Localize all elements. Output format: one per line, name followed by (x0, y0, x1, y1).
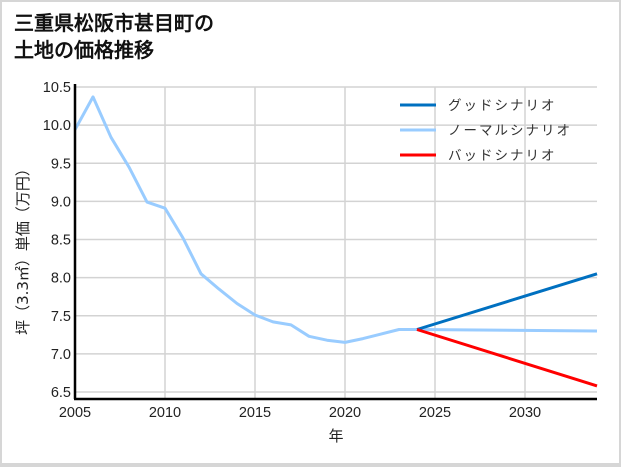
legend-label: バッドシナリオ (448, 148, 557, 164)
legend-item: グッドシナリオ (400, 98, 557, 114)
y-tick-label: 10.0 (43, 118, 71, 134)
legend-label: グッドシナリオ (448, 98, 557, 114)
y-tick-label: 7.5 (51, 309, 71, 325)
axes (73, 84, 597, 401)
x-tick-label: 2020 (329, 405, 361, 421)
chart-title-line1: 三重県松阪市甚目町の (14, 11, 214, 35)
x-tick-label: 2025 (419, 405, 451, 421)
y-tick-labels: 6.5 7.0 7.5 8.0 8.5 9.0 9.5 10.0 10.5 (43, 80, 71, 401)
x-tick-label: 2005 (59, 405, 91, 421)
y-tick-label: 6.5 (51, 385, 71, 401)
series-line (416, 272, 598, 331)
x-tick-label: 2015 (239, 405, 271, 421)
y-tick-label: 7.0 (51, 347, 71, 363)
y-tick-label: 9.5 (51, 156, 71, 172)
x-axis-label: 年 (328, 427, 343, 445)
x-tick-label: 2030 (509, 405, 541, 421)
series-line (73, 95, 598, 344)
legend-label: ノーマルシナリオ (448, 123, 572, 139)
y-tick-label: 8.5 (51, 233, 71, 249)
x-tick-label: 2010 (149, 405, 181, 421)
y-tick-label: 9.0 (51, 194, 71, 210)
chart-title: 三重県松阪市甚目町の 土地の価格推移 (14, 10, 214, 64)
series-line (416, 328, 598, 388)
x-tick-labels: 2005 2010 2015 2020 2025 2030 (59, 405, 541, 421)
y-axis-label: 坪（3.3㎡）単価（万円） (14, 161, 32, 335)
y-tick-label: 8.0 (51, 271, 71, 287)
y-tick-label: 10.5 (43, 80, 71, 96)
chart-title-line2: 土地の価格推移 (14, 38, 154, 62)
legend-item: バッドシナリオ (400, 148, 557, 164)
data-lines (73, 95, 598, 388)
legend-item: ノーマルシナリオ (400, 123, 572, 139)
